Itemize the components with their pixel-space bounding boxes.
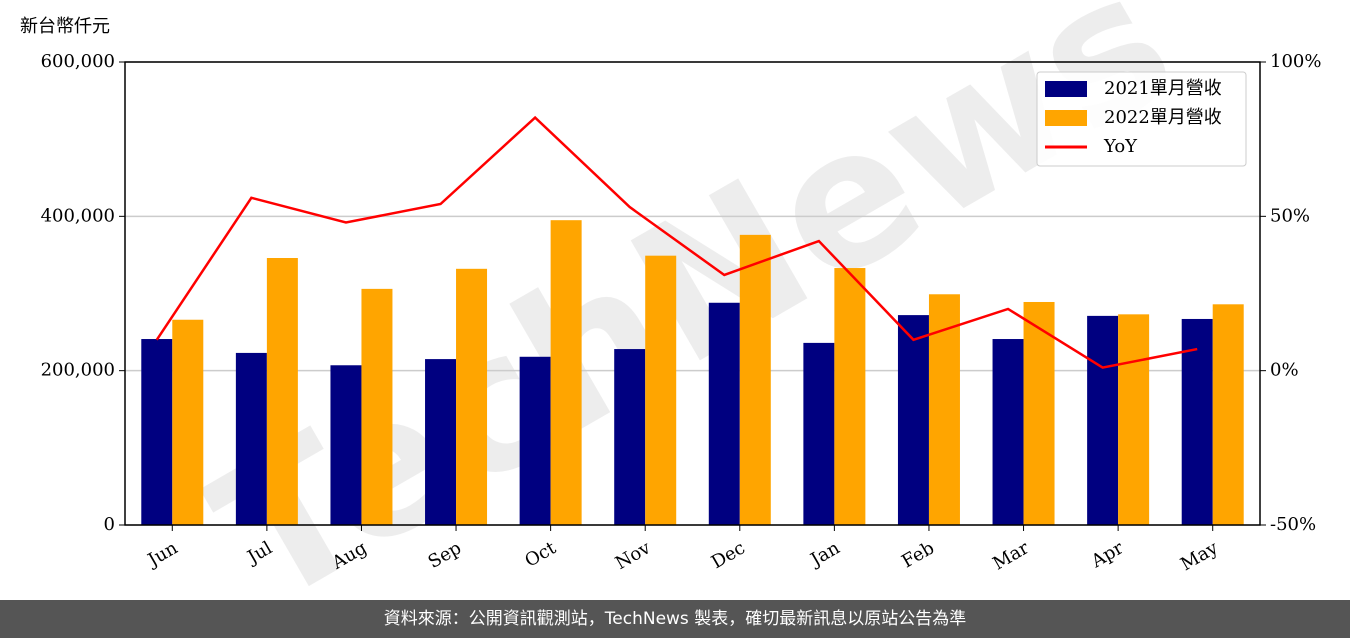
legend-swatch xyxy=(1045,81,1087,97)
legend-swatch xyxy=(1045,110,1087,126)
footer: 資料來源：公開資訊觀測站，TechNews 製表，確切最新訊息以原站公告為準 xyxy=(0,600,1350,638)
x-tick-label: Jan xyxy=(806,537,844,571)
bar xyxy=(550,220,582,526)
x-tick-label: Oct xyxy=(521,537,560,572)
y2-tick-label: 50% xyxy=(1270,205,1310,226)
legend-box xyxy=(1036,71,1247,167)
y-tick-label: 400,000 xyxy=(41,205,115,226)
x-tick-label: Dec xyxy=(708,537,749,573)
bar xyxy=(614,349,646,525)
bar xyxy=(1181,318,1213,525)
x-tick-label: Feb xyxy=(898,537,938,572)
bar xyxy=(803,342,835,525)
bar xyxy=(425,359,457,525)
y2-tick-label: 100% xyxy=(1270,51,1321,72)
bar xyxy=(992,339,1024,525)
bar xyxy=(834,268,866,525)
legend-label: 2021單月營收 xyxy=(1104,78,1222,99)
x-tick-label: May xyxy=(1177,537,1222,575)
y-tick-label: 600,000 xyxy=(41,51,115,72)
bar xyxy=(141,339,173,525)
bar xyxy=(645,255,677,525)
bar xyxy=(708,302,740,525)
bar xyxy=(266,258,298,525)
bar xyxy=(739,234,771,525)
bar xyxy=(456,268,488,525)
x-tick-label: Mar xyxy=(989,537,1033,574)
unit-label: 新台幣仟元 xyxy=(20,16,110,37)
legend-label: YoY xyxy=(1103,136,1138,157)
bar xyxy=(235,352,267,525)
bar xyxy=(1023,301,1055,525)
legend-label: 2022單月營收 xyxy=(1104,107,1222,128)
y-tick-label: 200,000 xyxy=(41,360,115,381)
y-tick-label: 0 xyxy=(104,514,115,535)
bar xyxy=(330,365,362,525)
x-tick-label: Apr xyxy=(1087,537,1127,572)
yoy-line xyxy=(155,115,1198,369)
y2-tick-label: -50% xyxy=(1270,514,1316,535)
bar xyxy=(361,288,393,525)
bar xyxy=(172,319,204,525)
bar xyxy=(1118,314,1150,525)
y2-tick-label: 0% xyxy=(1270,360,1299,381)
bar xyxy=(897,315,929,525)
bar xyxy=(1212,304,1244,525)
x-tick-label: Nov xyxy=(612,537,655,574)
legend: 2021單月營收 2022單月營收 YoY xyxy=(1036,71,1247,167)
chart: 新台幣仟元 TechNews 0200,000400,000600,000-50… xyxy=(20,0,1321,638)
bar xyxy=(519,356,551,525)
bar xyxy=(1087,315,1119,525)
plot-frame xyxy=(124,61,1261,526)
x-tick-label: Jun xyxy=(143,537,182,572)
